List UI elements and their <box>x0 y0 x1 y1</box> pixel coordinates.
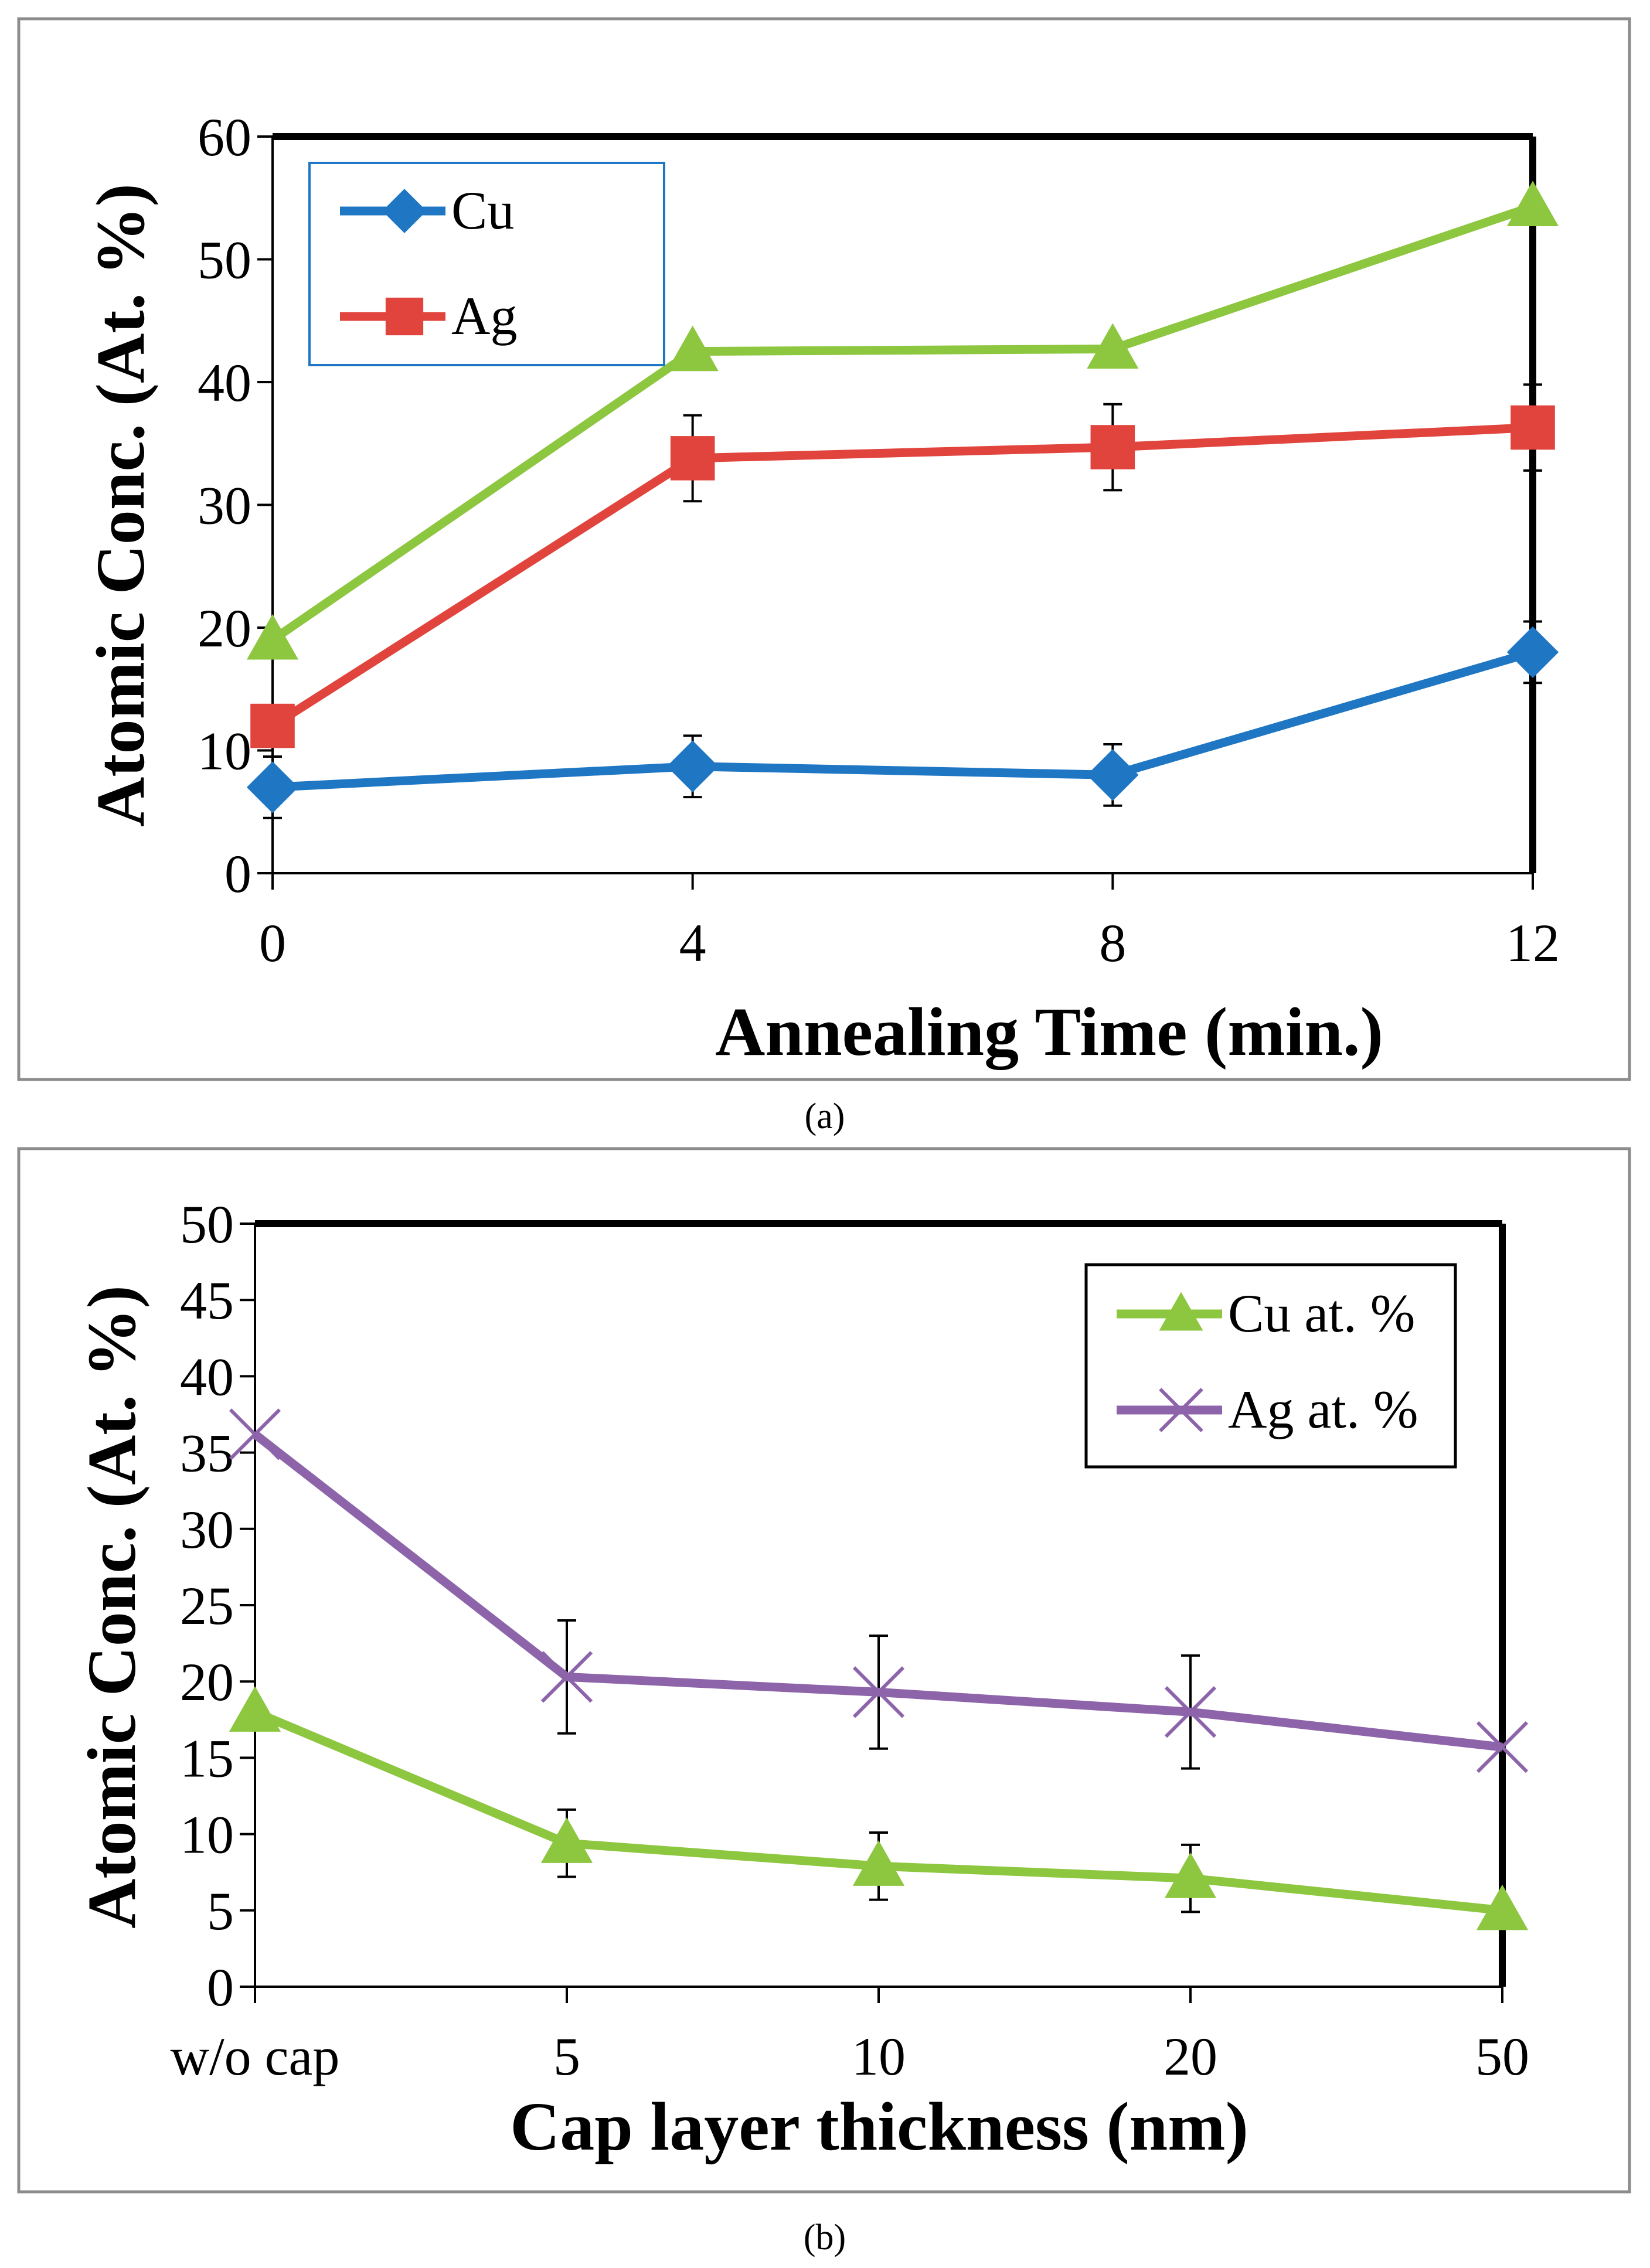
data-point <box>670 436 715 481</box>
data-point <box>666 740 719 792</box>
y-tick-label: 10 <box>180 1805 234 1865</box>
legend-marker-stroke-2 <box>1159 1388 1203 1432</box>
legend-label: Ag <box>451 286 517 346</box>
series-total <box>246 181 1559 660</box>
x-axis-title: Annealing Time (min.) <box>715 993 1383 1070</box>
x-tick-label: 10 <box>852 2027 906 2086</box>
x-tick-label: 8 <box>1099 913 1126 973</box>
data-point <box>540 1817 593 1863</box>
x-tick-label: 4 <box>679 913 706 973</box>
y-tick-label: 0 <box>224 844 251 904</box>
y-tick-label: 50 <box>198 230 251 290</box>
y-tick-label: 20 <box>180 1652 234 1712</box>
x-tick-label: 5 <box>553 2027 580 2086</box>
legend: Cu at. % Ag at. % <box>1084 1263 1457 1469</box>
data-point-stroke-2 <box>1164 1686 1217 1738</box>
data-point <box>229 1408 281 1460</box>
legend-label: Cu at. % <box>1228 1283 1415 1343</box>
data-point <box>1087 749 1139 801</box>
data-point <box>246 761 299 813</box>
x-tick-label: w/o cap <box>171 2027 340 2086</box>
data-point <box>1164 1852 1217 1898</box>
data-point-stroke-2 <box>1476 1721 1529 1773</box>
y-tick-label: 10 <box>198 721 251 781</box>
chart-a: 0 10 20 30 40 50 60 0 4 8 12 Annealing Time (min.) A… <box>82 107 1560 1070</box>
panel-b-label: (b) <box>804 2218 846 2257</box>
y-tick-label: 20 <box>198 598 251 658</box>
data-point <box>1476 1721 1529 1773</box>
series-line <box>270 423 1533 730</box>
y-tick-label: 45 <box>180 1271 234 1330</box>
data-point <box>1164 1686 1217 1738</box>
legend-marker <box>385 297 424 336</box>
data-point <box>229 1686 281 1732</box>
data-point-stroke-2 <box>229 1408 281 1460</box>
data-point <box>1506 626 1559 679</box>
data-point <box>250 703 295 748</box>
panel-a-frame <box>17 17 1631 1081</box>
y-tick-label: 40 <box>198 353 251 413</box>
data-point <box>1510 405 1555 450</box>
legend-marker <box>382 189 427 233</box>
x-tick-label: 12 <box>1506 913 1560 973</box>
series-ag-at <box>229 1408 1529 1773</box>
data-point <box>1090 425 1135 469</box>
y-tick-label: 30 <box>198 476 251 536</box>
y-axis-title: Atomic Conc. (At. %) <box>73 1285 150 1929</box>
y-tick-label: 0 <box>207 1957 234 2017</box>
y-tick-label: 35 <box>180 1424 234 1483</box>
legend-box <box>1084 1263 1457 1469</box>
y-tick-label: 25 <box>180 1576 234 1636</box>
panel-b-frame <box>17 1147 1631 2194</box>
data-point <box>666 325 719 372</box>
series-cu-at <box>229 1686 1529 1930</box>
x-tick-label: 20 <box>1163 2027 1217 2086</box>
legend-box <box>308 162 665 366</box>
y-tick-label: 5 <box>207 1881 234 1941</box>
data-point <box>852 1666 905 1718</box>
y-tick-label: 30 <box>180 1500 234 1559</box>
y-axis-title: Atomic Conc. (At. %) <box>82 183 159 827</box>
y-tick-label: 40 <box>180 1347 234 1407</box>
data-point <box>246 614 299 660</box>
legend-label: Cu <box>451 181 514 240</box>
legend: Cu Ag <box>308 162 665 366</box>
y-tick-label: 60 <box>198 107 251 167</box>
data-point-stroke-2 <box>852 1666 905 1718</box>
legend-marker <box>1159 1388 1203 1432</box>
y-tick-label: 15 <box>180 1728 234 1788</box>
series-line <box>272 648 1535 792</box>
data-point <box>1476 1884 1529 1930</box>
x-tick-label: 0 <box>259 913 286 973</box>
series-cu <box>246 620 1559 819</box>
chart-b: 0 5 10 15 20 25 30 35 40 45 50 w/o cap 5 10 20 50 Cap la… <box>73 1194 1529 2165</box>
data-point-stroke-2 <box>540 1651 593 1703</box>
legend-marker <box>1159 1292 1203 1331</box>
series-ag <box>250 383 1555 748</box>
x-tick-label: 50 <box>1475 2027 1529 2086</box>
data-point <box>1087 323 1139 369</box>
x-axis-title: Cap layer thickness (nm) <box>510 2088 1248 2165</box>
series-line <box>270 202 1535 644</box>
data-point <box>540 1651 593 1703</box>
data-point <box>1506 181 1559 227</box>
legend-label: Ag at. % <box>1228 1380 1418 1439</box>
data-point <box>852 1840 905 1886</box>
y-tick-label: 50 <box>180 1194 234 1254</box>
panel-a-label: (a) <box>805 1096 845 1136</box>
